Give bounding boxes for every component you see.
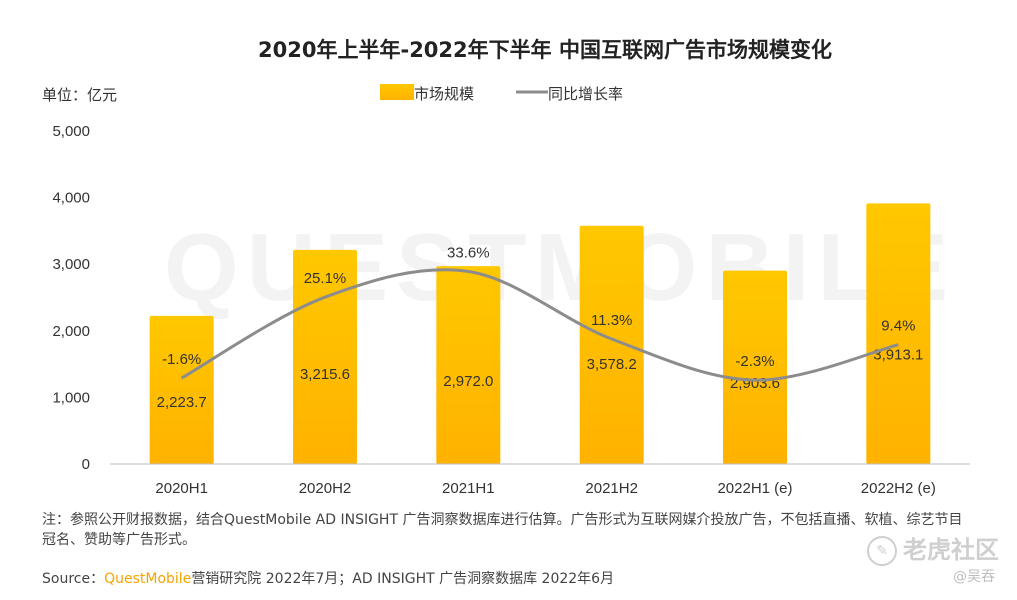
y-axis: 0 1,000 2,000 3,000 4,000 5,000 xyxy=(52,123,90,473)
y-tick-label: 2,000 xyxy=(52,323,90,340)
source-line: Source：QuestMobile营销研究院 2022年7月；AD INSIG… xyxy=(42,568,614,588)
growth-rate-label: 9.4% xyxy=(881,318,915,335)
y-tick-label: 5,000 xyxy=(52,123,90,140)
x-tick-label: 2021H1 xyxy=(442,480,495,497)
background-watermark: QUESTMOBILE xyxy=(164,214,956,321)
legend-bar-label: 市场规模 xyxy=(414,85,474,103)
x-axis: 2020H1 2020H2 2021H1 2021H2 2022H1 (e) 2022H2… xyxy=(155,480,935,497)
legend-line-label: 同比增长率 xyxy=(548,85,623,103)
site-watermark-text: 老虎社区 xyxy=(903,536,999,564)
bar xyxy=(579,225,644,464)
growth-rate-label: 25.1% xyxy=(304,270,347,287)
bar xyxy=(436,266,501,464)
growth-rate-label: -2.3% xyxy=(735,353,774,370)
y-tick-label: 1,000 xyxy=(52,389,90,406)
source-prefix: Source： xyxy=(42,571,105,587)
tiger-logo-icon: ✎ xyxy=(867,536,897,566)
legend-bar-swatch xyxy=(380,84,414,100)
bar xyxy=(866,203,931,464)
bar xyxy=(723,270,787,464)
growth-rate-label: -1.6% xyxy=(162,351,201,368)
x-tick-label: 2022H1 (e) xyxy=(717,480,792,497)
site-watermark: ✎ 老虎社区 xyxy=(867,530,999,566)
chart-title: 2020年上半年-2022年下半年 中国互联网广告市场规模变化 xyxy=(258,38,832,62)
y-tick-label: 3,000 xyxy=(52,256,90,273)
bar xyxy=(149,315,214,464)
x-tick-label: 2022H2 (e) xyxy=(861,480,936,497)
source-text: 营销研究院 2022年7月；AD INSIGHT 广告洞察数据库 2022年6月 xyxy=(191,571,615,587)
bar-value-label: 3,578.2 xyxy=(587,356,637,373)
bar-value-label: 2,903.6 xyxy=(730,375,780,392)
bar-value-label: 3,215.6 xyxy=(300,366,350,383)
growth-line: -1.6% 25.1% 33.6% 11.3% -2.3% 9.4% xyxy=(162,244,915,382)
legend: 市场规模 同比增长率 xyxy=(380,84,623,103)
growth-rate-label: 33.6% xyxy=(447,244,490,261)
bar-value-label: 2,972.0 xyxy=(443,373,493,390)
bar-value-label: 3,913.1 xyxy=(873,347,923,364)
bar-value-label: 2,223.7 xyxy=(157,394,207,411)
x-tick-label: 2021H2 xyxy=(585,480,638,497)
x-tick-label: 2020H2 xyxy=(299,480,352,497)
user-watermark: @吴吞 xyxy=(953,569,995,585)
growth-line-path xyxy=(180,268,899,382)
growth-rate-label: 11.3% xyxy=(591,312,632,329)
y-tick-label: 4,000 xyxy=(52,190,90,207)
x-tick-label: 2020H1 xyxy=(155,480,208,497)
source-brand: QuestMobile xyxy=(104,571,192,587)
unit-label: 单位：亿元 xyxy=(42,86,117,104)
footnote: 注：参照公开财报数据，结合QuestMobile AD INSIGHT 广告洞察… xyxy=(42,512,963,548)
y-tick-label: 0 xyxy=(82,456,90,473)
